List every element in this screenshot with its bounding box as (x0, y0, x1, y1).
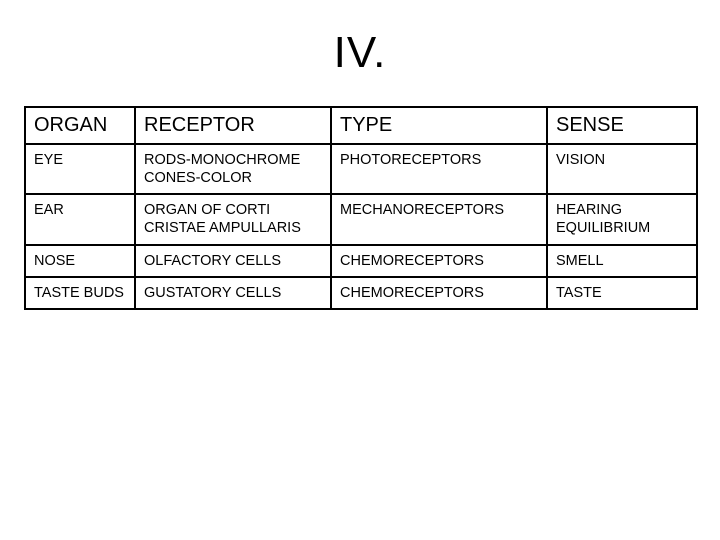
receptor-table: ORGAN RECEPTOR TYPE SENSE EYE RODS-MONOC… (24, 106, 698, 310)
cell: GUSTATORY CELLS (135, 277, 331, 309)
table-row: EYE RODS-MONOCHROMECONES-COLOR PHOTORECE… (25, 144, 697, 194)
page-title: IV. (24, 28, 696, 78)
col-header: RECEPTOR (135, 107, 331, 144)
col-header: SENSE (547, 107, 697, 144)
cell: SMELL (547, 245, 697, 277)
table-row: NOSE OLFACTORY CELLS CHEMORECEPTORS SMEL… (25, 245, 697, 277)
slide: IV. ORGAN RECEPTOR TYPE SENSE EYE RODS-M… (0, 0, 720, 540)
cell: TASTE (547, 277, 697, 309)
cell: EYE (25, 144, 135, 194)
cell: OLFACTORY CELLS (135, 245, 331, 277)
cell: CHEMORECEPTORS (331, 245, 547, 277)
cell: RODS-MONOCHROMECONES-COLOR (135, 144, 331, 194)
col-header: TYPE (331, 107, 547, 144)
cell: PHOTORECEPTORS (331, 144, 547, 194)
table-row: TASTE BUDS GUSTATORY CELLS CHEMORECEPTOR… (25, 277, 697, 309)
cell: TASTE BUDS (25, 277, 135, 309)
cell: CHEMORECEPTORS (331, 277, 547, 309)
col-header: ORGAN (25, 107, 135, 144)
cell: HEARINGEQUILIBRIUM (547, 194, 697, 244)
cell: NOSE (25, 245, 135, 277)
cell: ORGAN OF CORTICRISTAE AMPULLARIS (135, 194, 331, 244)
cell: MECHANORECEPTORS (331, 194, 547, 244)
table-header-row: ORGAN RECEPTOR TYPE SENSE (25, 107, 697, 144)
table-body: EYE RODS-MONOCHROMECONES-COLOR PHOTORECE… (25, 144, 697, 309)
cell: VISION (547, 144, 697, 194)
table-row: EAR ORGAN OF CORTICRISTAE AMPULLARIS MEC… (25, 194, 697, 244)
cell: EAR (25, 194, 135, 244)
